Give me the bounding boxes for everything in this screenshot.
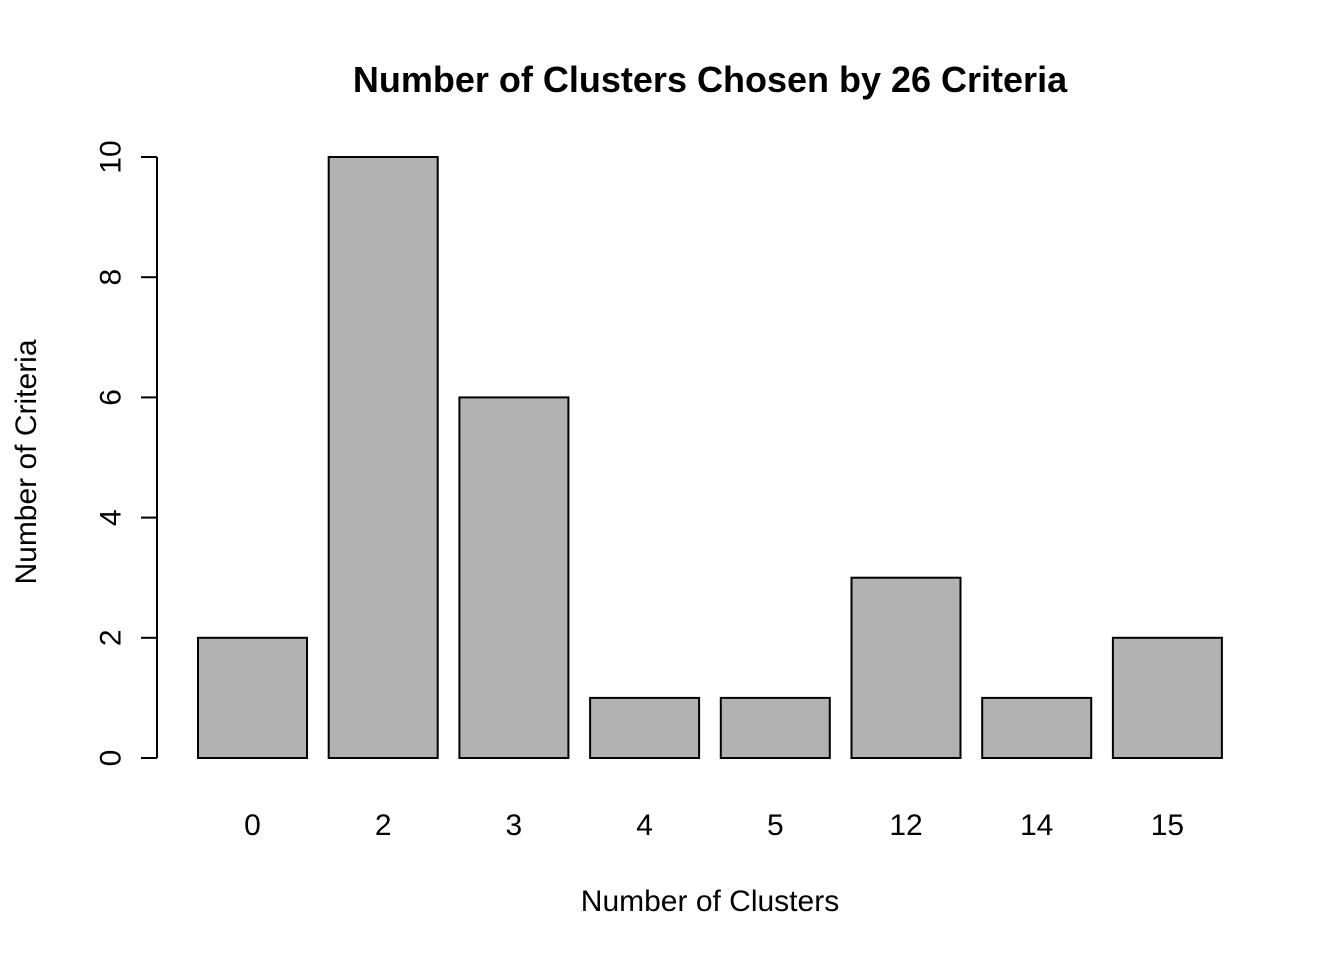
y-tick-label: 4 — [95, 509, 128, 526]
bar-3 — [458, 396, 570, 759]
x-tick-label-14: 14 — [1020, 809, 1053, 842]
chart-title: Number of Clusters Chosen by 26 Criteria — [353, 59, 1068, 100]
x-axis-label: Number of Clusters — [581, 885, 839, 918]
x-tick-label-12: 12 — [889, 809, 922, 842]
y-tick-label: 10 — [95, 140, 128, 173]
bar-4 — [589, 696, 701, 760]
y-tick-label: 8 — [95, 269, 128, 286]
x-tick-labels: 0 2 3 4 5 12 14 15 — [244, 809, 1184, 842]
x-tick-label-2: 2 — [375, 809, 392, 842]
y-axis-label: Number of Criteria — [10, 339, 43, 584]
x-tick-label-15: 15 — [1151, 809, 1184, 842]
x-tick-label-4: 4 — [636, 809, 653, 842]
y-tick-label: 2 — [95, 629, 128, 646]
bar-2 — [327, 156, 439, 759]
x-tick-label-5: 5 — [767, 809, 784, 842]
x-tick-label-0: 0 — [244, 809, 261, 842]
x-tick-label-3: 3 — [506, 809, 523, 842]
y-tick-label: 0 — [95, 750, 128, 767]
bar-14 — [981, 696, 1093, 760]
bar-15 — [1111, 636, 1223, 759]
bar-5 — [719, 696, 831, 760]
y-axis: 0 2 4 6 8 10 — [95, 140, 158, 766]
bar-0 — [197, 636, 308, 759]
bar-12 — [850, 576, 962, 760]
y-tick-label: 6 — [95, 389, 128, 406]
bars-group — [197, 156, 1223, 760]
